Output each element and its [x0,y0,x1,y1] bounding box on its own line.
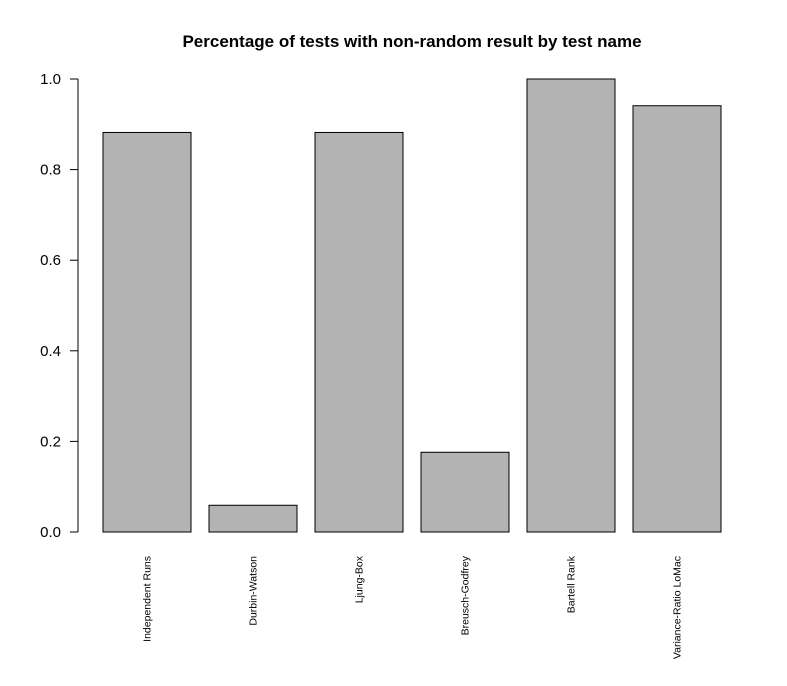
y-tick-label: 0.8 [40,162,61,179]
y-tick-label: 0.6 [40,252,61,269]
bar [526,78,616,533]
y-tick-label: 0.4 [40,343,61,360]
bar [420,451,510,533]
bar [208,504,298,533]
y-tick-label: 1.0 [40,71,61,88]
category-label: Independent Runs [142,556,154,642]
bar [632,105,722,533]
category-label: Variance-Ratio LoMac [672,556,684,659]
category-label: Bartell Rank [566,555,578,613]
bars-group [102,78,722,533]
y-tick-label: 0.0 [40,524,61,541]
y-tick-label: 0.2 [40,433,61,450]
category-label: Breusch-Godfrey [460,555,472,635]
bar [102,131,192,533]
category-labels-group: Independent Runs Durbin-Watson Ljung-Box Br… [142,555,684,659]
category-label: Durbin-Watson [248,556,260,626]
chart-title: Percentage of tests with non-random resu… [182,32,641,51]
category-label: Ljung-Box [354,555,366,603]
bar [314,131,404,533]
y-axis: 0.0 0.2 0.4 0.6 0.8 1.0 [40,71,79,541]
